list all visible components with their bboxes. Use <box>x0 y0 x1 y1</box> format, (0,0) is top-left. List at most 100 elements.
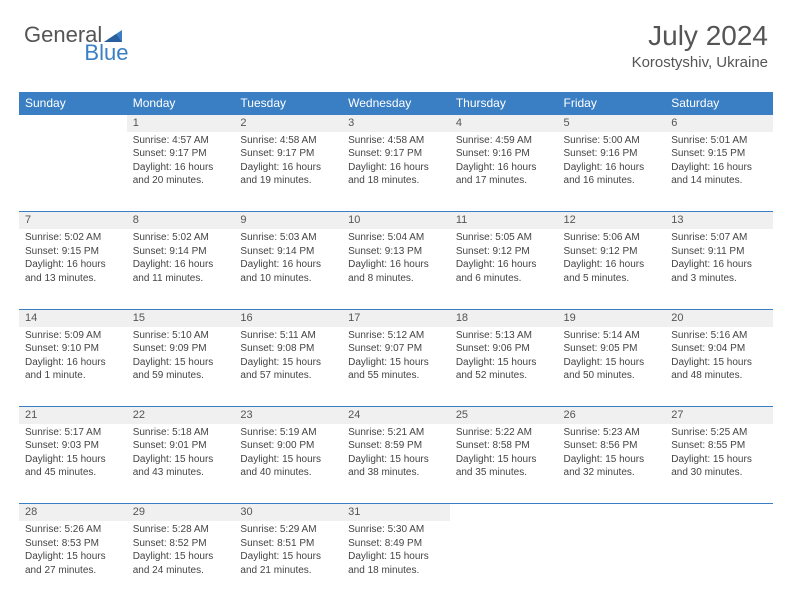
sunset-text: Sunset: 8:52 PM <box>133 537 229 551</box>
weekday-header: Sunday <box>19 92 127 115</box>
weekday-header: Monday <box>127 92 235 115</box>
sunset-text: Sunset: 8:59 PM <box>348 439 444 453</box>
weekday-header: Tuesday <box>234 92 342 115</box>
daylight-text: Daylight: 15 hours and 59 minutes. <box>133 356 229 383</box>
sunrise-text: Sunrise: 5:23 AM <box>564 426 660 440</box>
day-content-cell: Sunrise: 5:18 AMSunset: 9:01 PMDaylight:… <box>127 424 235 504</box>
sunset-text: Sunset: 9:09 PM <box>133 342 229 356</box>
daylight-text: Daylight: 15 hours and 40 minutes. <box>240 453 336 480</box>
sunset-text: Sunset: 9:16 PM <box>456 147 552 161</box>
sunrise-text: Sunrise: 5:14 AM <box>564 329 660 343</box>
day-content-cell: Sunrise: 5:11 AMSunset: 9:08 PMDaylight:… <box>234 327 342 407</box>
sunset-text: Sunset: 9:17 PM <box>240 147 336 161</box>
weekday-header: Friday <box>558 92 666 115</box>
sunset-text: Sunset: 9:11 PM <box>671 245 767 259</box>
daylight-text: Daylight: 15 hours and 55 minutes. <box>348 356 444 383</box>
sunrise-text: Sunrise: 5:12 AM <box>348 329 444 343</box>
sunset-text: Sunset: 9:14 PM <box>240 245 336 259</box>
day-number-cell: 18 <box>450 309 558 326</box>
daylight-text: Daylight: 15 hours and 18 minutes. <box>348 550 444 577</box>
day-number-cell: 4 <box>450 115 558 132</box>
sunrise-text: Sunrise: 5:29 AM <box>240 523 336 537</box>
daylight-text: Daylight: 15 hours and 21 minutes. <box>240 550 336 577</box>
daylight-text: Daylight: 16 hours and 10 minutes. <box>240 258 336 285</box>
day-content-cell: Sunrise: 5:28 AMSunset: 8:52 PMDaylight:… <box>127 521 235 601</box>
sunrise-text: Sunrise: 5:16 AM <box>671 329 767 343</box>
sunrise-text: Sunrise: 5:07 AM <box>671 231 767 245</box>
day-content-cell: Sunrise: 5:30 AMSunset: 8:49 PMDaylight:… <box>342 521 450 601</box>
sunset-text: Sunset: 9:12 PM <box>456 245 552 259</box>
daylight-text: Daylight: 16 hours and 17 minutes. <box>456 161 552 188</box>
day-content-cell: Sunrise: 5:02 AMSunset: 9:14 PMDaylight:… <box>127 229 235 309</box>
daylight-text: Daylight: 16 hours and 14 minutes. <box>671 161 767 188</box>
sunset-text: Sunset: 9:16 PM <box>564 147 660 161</box>
day-content-cell: Sunrise: 5:16 AMSunset: 9:04 PMDaylight:… <box>665 327 773 407</box>
day-number-cell: 15 <box>127 309 235 326</box>
day-content-cell: Sunrise: 5:04 AMSunset: 9:13 PMDaylight:… <box>342 229 450 309</box>
day-content-cell: Sunrise: 5:19 AMSunset: 9:00 PMDaylight:… <box>234 424 342 504</box>
daylight-text: Daylight: 15 hours and 38 minutes. <box>348 453 444 480</box>
sunrise-text: Sunrise: 5:03 AM <box>240 231 336 245</box>
day-number-row: 78910111213 <box>19 212 773 229</box>
day-content-cell: Sunrise: 5:13 AMSunset: 9:06 PMDaylight:… <box>450 327 558 407</box>
day-content-cell: Sunrise: 5:00 AMSunset: 9:16 PMDaylight:… <box>558 132 666 212</box>
day-content-row: Sunrise: 5:26 AMSunset: 8:53 PMDaylight:… <box>19 521 773 601</box>
daylight-text: Daylight: 15 hours and 43 minutes. <box>133 453 229 480</box>
day-number-cell: 3 <box>342 115 450 132</box>
day-content-row: Sunrise: 5:09 AMSunset: 9:10 PMDaylight:… <box>19 327 773 407</box>
sunrise-text: Sunrise: 5:05 AM <box>456 231 552 245</box>
sunrise-text: Sunrise: 5:10 AM <box>133 329 229 343</box>
daylight-text: Daylight: 15 hours and 57 minutes. <box>240 356 336 383</box>
sunset-text: Sunset: 9:00 PM <box>240 439 336 453</box>
sunset-text: Sunset: 9:07 PM <box>348 342 444 356</box>
sunrise-text: Sunrise: 5:02 AM <box>133 231 229 245</box>
day-content-row: Sunrise: 5:17 AMSunset: 9:03 PMDaylight:… <box>19 424 773 504</box>
sunset-text: Sunset: 9:14 PM <box>133 245 229 259</box>
daylight-text: Daylight: 16 hours and 5 minutes. <box>564 258 660 285</box>
day-content-row: Sunrise: 4:57 AM Sunset: 9:17 PM Daylight:… <box>19 132 773 212</box>
day-number-cell: 20 <box>665 309 773 326</box>
day-content-cell: Sunrise: 5:12 AMSunset: 9:07 PMDaylight:… <box>342 327 450 407</box>
day-number-cell: 25 <box>450 407 558 424</box>
sunrise-text: Sunrise: 4:57 AM <box>133 134 229 148</box>
daylight-text: Daylight: 15 hours and 30 minutes. <box>671 453 767 480</box>
day-content-cell: Sunrise: 4:58 AMSunset: 9:17 PMDaylight:… <box>234 132 342 212</box>
day-content-cell: Sunrise: 5:02 AMSunset: 9:15 PMDaylight:… <box>19 229 127 309</box>
sunset-text: Sunset: 9:10 PM <box>25 342 121 356</box>
weekday-header: Saturday <box>665 92 773 115</box>
sunset-text: Sunset: 9:04 PM <box>671 342 767 356</box>
sunset-text: Sunset: 9:05 PM <box>564 342 660 356</box>
day-content-cell: Sunrise: 5:21 AMSunset: 8:59 PMDaylight:… <box>342 424 450 504</box>
day-content-cell: Sunrise: 5:26 AMSunset: 8:53 PMDaylight:… <box>19 521 127 601</box>
sunrise-text: Sunrise: 5:26 AM <box>25 523 121 537</box>
month-title: July 2024 <box>632 20 768 52</box>
sunrise-text: Sunrise: 4:58 AM <box>240 134 336 148</box>
sunrise-text: Sunrise: 5:09 AM <box>25 329 121 343</box>
day-content-cell: Sunrise: 5:01 AMSunset: 9:15 PMDaylight:… <box>665 132 773 212</box>
daylight-text: Daylight: 16 hours and 20 minutes. <box>133 161 229 188</box>
day-number-cell: 26 <box>558 407 666 424</box>
sunrise-text: Sunrise: 5:25 AM <box>671 426 767 440</box>
sunset-text: Sunset: 8:58 PM <box>456 439 552 453</box>
sunrise-text: Sunrise: 5:01 AM <box>671 134 767 148</box>
day-number-cell: 12 <box>558 212 666 229</box>
daylight-text: Daylight: 15 hours and 35 minutes. <box>456 453 552 480</box>
sunrise-text: Sunrise: 5:28 AM <box>133 523 229 537</box>
day-content-cell: Sunrise: 5:07 AMSunset: 9:11 PMDaylight:… <box>665 229 773 309</box>
daylight-text: Daylight: 15 hours and 52 minutes. <box>456 356 552 383</box>
day-number-cell: 5 <box>558 115 666 132</box>
daylight-text: Daylight: 16 hours and 1 minute. <box>25 356 121 383</box>
day-number-cell: 21 <box>19 407 127 424</box>
sunrise-text: Sunrise: 5:13 AM <box>456 329 552 343</box>
sunset-text: Sunset: 8:56 PM <box>564 439 660 453</box>
sunset-text: Sunset: 8:49 PM <box>348 537 444 551</box>
day-content-cell: Sunrise: 5:05 AMSunset: 9:12 PMDaylight:… <box>450 229 558 309</box>
weekday-header-row: SundayMondayTuesdayWednesdayThursdayFrid… <box>19 92 773 115</box>
daylight-text: Daylight: 16 hours and 3 minutes. <box>671 258 767 285</box>
day-number-cell: 11 <box>450 212 558 229</box>
day-number-cell: 31 <box>342 504 450 521</box>
day-content-cell <box>450 521 558 601</box>
day-number-cell: 2 <box>234 115 342 132</box>
day-content-cell: Sunrise: 4:59 AMSunset: 9:16 PMDaylight:… <box>450 132 558 212</box>
day-number-row: 21222324252627 <box>19 407 773 424</box>
